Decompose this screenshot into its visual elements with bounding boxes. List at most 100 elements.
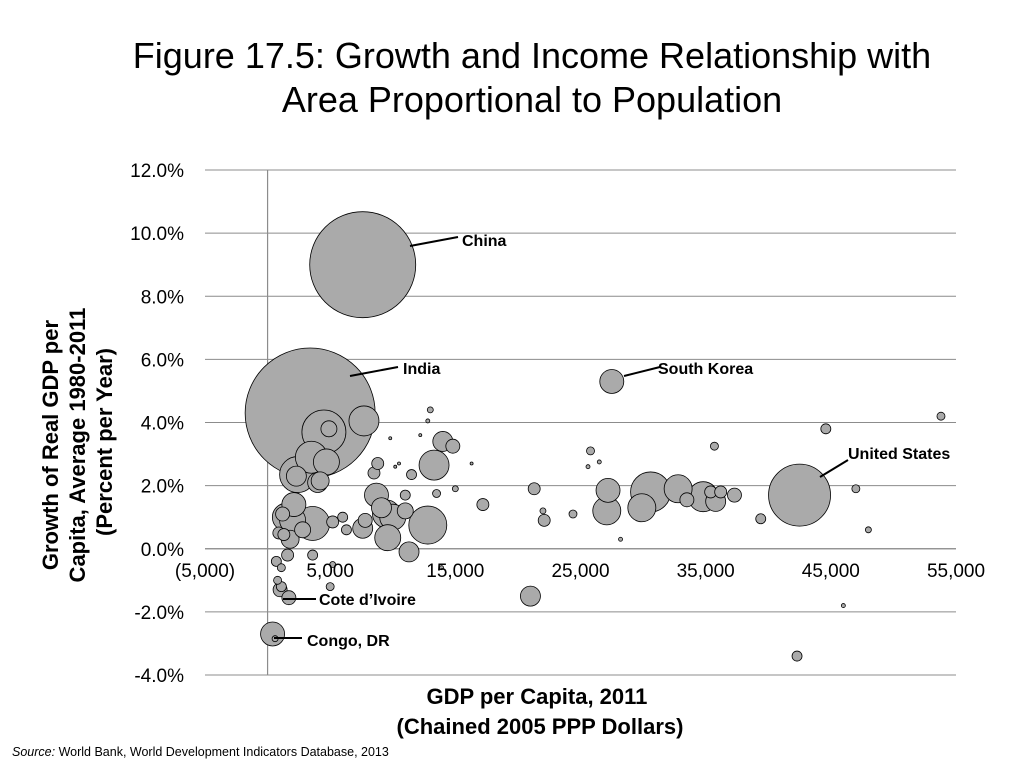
y-tick-label: 4.0% xyxy=(141,414,184,435)
bubble xyxy=(595,477,621,503)
bubble xyxy=(397,461,401,466)
bubble xyxy=(727,487,742,503)
bubble xyxy=(439,565,444,571)
chart-title-line-2: Area Proportional to Population xyxy=(281,79,783,120)
bubble xyxy=(406,469,417,480)
y-tick-label: 0.0% xyxy=(141,540,184,561)
bubble xyxy=(320,420,338,438)
bubble xyxy=(537,513,551,527)
bubble xyxy=(585,464,591,470)
y-tick-label: 6.0% xyxy=(141,350,184,371)
bubble xyxy=(418,433,423,438)
bubble xyxy=(309,211,417,319)
bubble xyxy=(936,411,946,421)
bubble xyxy=(348,405,380,437)
x-tick-label: (5,000) xyxy=(175,561,235,582)
bubble xyxy=(371,497,392,519)
annotation-leader xyxy=(623,366,661,377)
y-tick-labels: -4.0% -2.0% 0.0% 2.0% 4.0% 6.0% 8.0% 10.0% 12.0% xyxy=(130,161,184,687)
bubble xyxy=(840,603,846,608)
y-axis-label-line-3: (Percent per Year) xyxy=(92,348,117,536)
bubble xyxy=(285,465,307,487)
bubble xyxy=(527,482,541,496)
x-tick-labels: (5,000) 5,000 15,000 25,000 35,000 45,000 55,0… xyxy=(175,561,985,582)
x-tick-label: 25,000 xyxy=(551,561,609,582)
annotation-label: China xyxy=(462,233,507,250)
annotations: China India South Korea United States Cote d… xyxy=(307,233,950,650)
bubble xyxy=(281,548,295,562)
bubble xyxy=(599,369,625,394)
bubble xyxy=(418,449,450,481)
x-axis-label-line-2: (Chained 2005 PPP Dollars) xyxy=(397,714,684,739)
bubble xyxy=(313,448,340,476)
bubble xyxy=(864,526,872,534)
bubble xyxy=(820,423,832,435)
bubble xyxy=(260,621,285,647)
bubble xyxy=(294,521,312,539)
bubbles xyxy=(244,211,946,662)
bubble xyxy=(329,561,337,568)
bubble xyxy=(281,590,297,606)
bubble xyxy=(768,463,831,527)
bubble xyxy=(586,446,595,456)
bubble xyxy=(451,485,459,493)
bubble xyxy=(408,505,448,545)
bubble xyxy=(277,528,291,541)
y-tick-label: 12.0% xyxy=(130,161,184,182)
bubble xyxy=(432,489,441,498)
bubble xyxy=(325,582,335,592)
bubble xyxy=(393,464,398,469)
source-label: Source: xyxy=(12,745,56,759)
annotation-leader xyxy=(409,236,459,247)
annotation-label: Congo, DR xyxy=(307,633,390,650)
bubble xyxy=(476,498,490,511)
bubble xyxy=(341,524,352,536)
y-axis-label-line-2: Capita, Average 1980-2011 xyxy=(65,308,90,583)
bubble xyxy=(627,493,657,523)
bubble xyxy=(275,506,291,522)
source-text: World Bank, World Development Indicators… xyxy=(55,745,389,759)
bubble xyxy=(326,515,340,529)
annotation-leader xyxy=(349,366,399,377)
bubble xyxy=(714,485,728,499)
annotation-label: India xyxy=(403,361,440,378)
annotation-label: Cote d’Ivoire xyxy=(319,592,416,609)
bubble xyxy=(425,418,431,424)
x-tick-label: 15,000 xyxy=(426,561,484,582)
y-tick-label: 8.0% xyxy=(141,287,184,308)
bubble xyxy=(371,457,385,470)
y-tick-label: -2.0% xyxy=(134,603,184,624)
chart-title: Figure 17.5: Growth and Income Relations… xyxy=(60,34,1004,122)
annotation-label: United States xyxy=(848,446,950,463)
annotation-leader xyxy=(819,459,849,478)
bubble xyxy=(270,555,282,567)
bubble xyxy=(755,513,767,525)
bubble xyxy=(596,459,602,465)
x-tick-label: 55,000 xyxy=(927,561,985,582)
bubble xyxy=(539,507,547,515)
y-tick-label: 2.0% xyxy=(141,477,184,498)
source-note: Source: World Bank, World Development In… xyxy=(12,745,389,759)
bubble xyxy=(520,585,541,607)
x-tick-label: 35,000 xyxy=(677,561,735,582)
x-tick-label: 45,000 xyxy=(802,561,860,582)
bubble xyxy=(273,575,282,585)
bubble xyxy=(426,406,434,414)
y-tick-label: -4.0% xyxy=(134,666,184,687)
bubble xyxy=(445,438,461,454)
bubble xyxy=(568,509,578,519)
bubble xyxy=(374,524,402,552)
bubble xyxy=(791,650,803,662)
bubble xyxy=(276,563,286,573)
annotation-label: South Korea xyxy=(658,361,753,378)
x-axis-label-line-1: GDP per Capita, 2011 xyxy=(426,684,647,709)
bubble xyxy=(310,471,330,491)
y-axis-label: Growth of Real GDP per Capita, Average 1… xyxy=(38,302,117,583)
bubble xyxy=(469,461,474,466)
y-tick-label: 10.0% xyxy=(130,224,184,245)
bubble xyxy=(396,502,414,520)
bubble xyxy=(337,511,349,523)
bubble xyxy=(388,436,393,441)
chart-title-line-1: Figure 17.5: Growth and Income Relations… xyxy=(132,35,932,76)
